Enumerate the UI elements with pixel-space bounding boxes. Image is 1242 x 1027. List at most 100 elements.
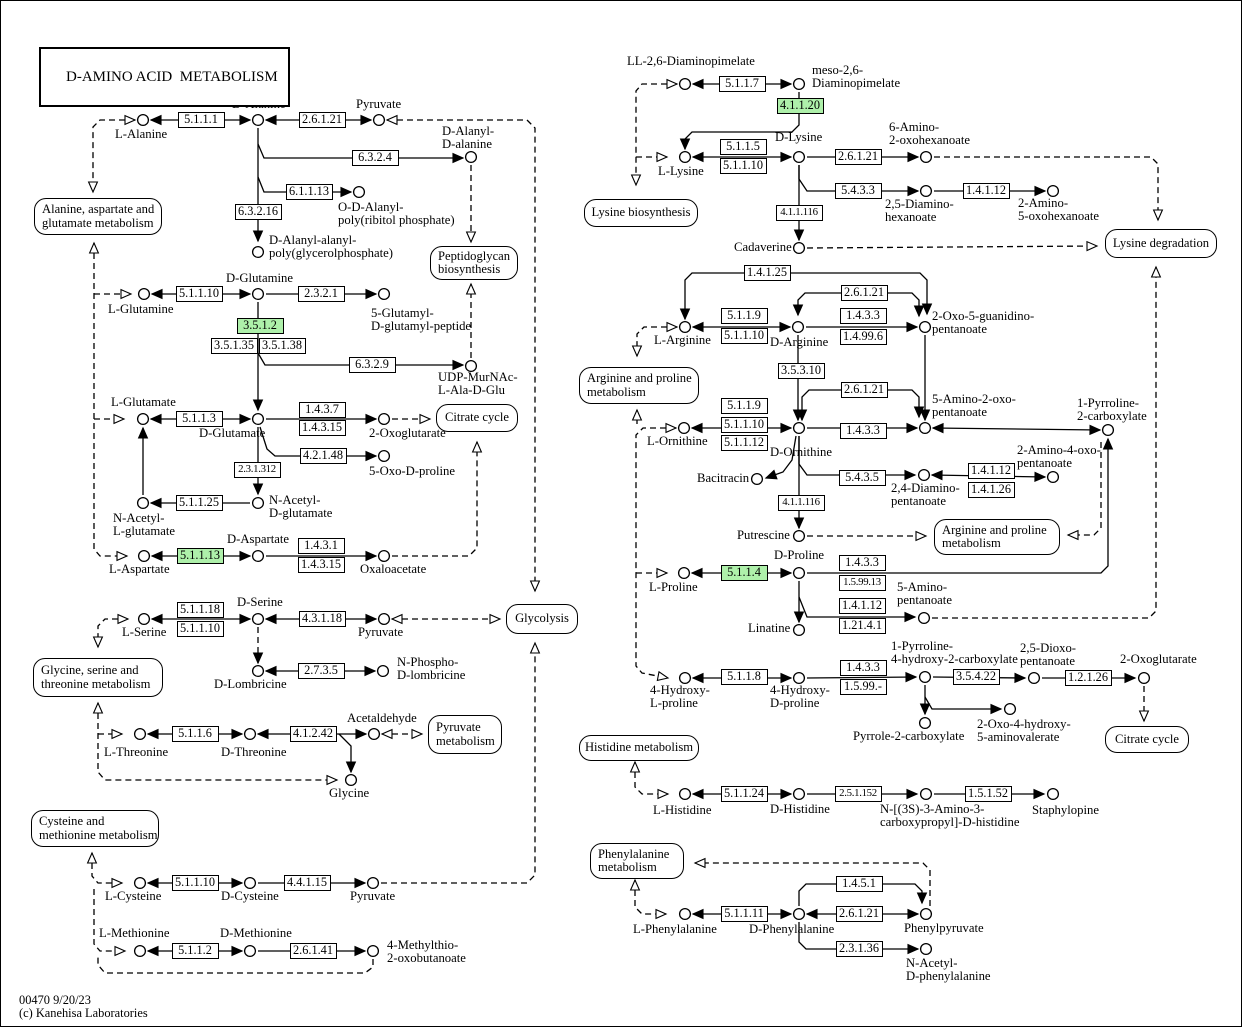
enzyme-box-5.1.1.10[interactable]: 5.1.1.10 (175, 286, 223, 302)
compound-node-l-ornithine[interactable]: L-Ornithine (677, 421, 691, 435)
enzyme-box-2.6.1.21[interactable]: 2.6.1.21 (840, 285, 888, 301)
compound-node-pyrrole-2-carboxylate[interactable]: Pyrrole-2-carboxylate (918, 716, 932, 730)
enzyme-box-5.1.1.3[interactable]: 5.1.1.3 (175, 411, 223, 427)
enzyme-box-1.4.3.7[interactable]: 1.4.3.7 (298, 402, 346, 418)
pathway-box-pyruvate-metabolism[interactable]: Pyruvate metabolism (428, 715, 502, 754)
enzyme-box-1.5.1.52[interactable]: 1.5.1.52 (964, 786, 1012, 802)
compound-node-2-oxoglutarate[interactable]: 2-Oxoglutarate (377, 412, 391, 426)
enzyme-box-3.5.3.10[interactable]: 3.5.3.10 (777, 363, 825, 379)
pathway-box-arginine-and-proline-metabolism[interactable]: Arginine and proline metabolism (934, 519, 1060, 555)
enzyme-box-4.4.1.15[interactable]: 4.4.1.15 (283, 875, 331, 891)
enzyme-box-4.1.1.116[interactable]: 4.1.1.116 (775, 205, 823, 221)
enzyme-box-5.1.1.5[interactable]: 5.1.1.5 (719, 139, 767, 155)
enzyme-box-1.4.5.1[interactable]: 1.4.5.1 (835, 876, 883, 892)
compound-node-l-phenylalanine[interactable]: L-Phenylalanine (678, 907, 692, 921)
compound-node-putrescine[interactable]: Putrescine (792, 529, 806, 543)
enzyme-box-4.1.2.42[interactable]: 4.1.2.42 (289, 726, 337, 742)
compound-node-acetaldehyde[interactable]: Acetaldehyde (367, 727, 381, 741)
enzyme-box-5.1.1.10[interactable]: 5.1.1.10 (719, 158, 767, 174)
compound-node-l-lysine[interactable]: L-Lysine (678, 150, 692, 164)
compound-node-l-threonine[interactable]: L-Threonine (133, 727, 147, 741)
compound-node-l-glutamate[interactable]: L-Glutamate (136, 412, 150, 426)
enzyme-box-3.5.1.35[interactable]: 3.5.1.35 (210, 338, 258, 354)
enzyme-box-1.4.3.3[interactable]: 1.4.3.3 (839, 423, 887, 439)
pathway-box-citrate-cycle[interactable]: Citrate cycle (1105, 726, 1189, 753)
compound-node-2-5-dioxopentanoate[interactable]: 2,5-Dioxopentanoate (1027, 671, 1041, 685)
enzyme-box-6.3.2.4[interactable]: 6.3.2.4 (351, 150, 399, 166)
pathway-box-histidine-metabolism[interactable]: Histidine metabolism (579, 735, 699, 761)
pathway-box-glycine-serine-and-threonine-metabolism[interactable]: Glycine, serine and threonine metabolism (33, 658, 163, 697)
compound-node-phenylpyruvate[interactable]: Phenylpyruvate (919, 907, 933, 921)
pathway-box-phenylalanine-metabolism[interactable]: Phenylalanine metabolism (590, 843, 684, 879)
enzyme-box-5.1.1.10[interactable]: 5.1.1.10 (720, 328, 768, 344)
enzyme-box-6.3.2.16[interactable]: 6.3.2.16 (234, 204, 282, 220)
enzyme-box-5.1.1.10[interactable]: 5.1.1.10 (176, 621, 224, 637)
compound-node-o-d-alanyl-poly-ribitol-phosphate[interactable]: O-D-Alanyl-poly(ribitol phosphate) (352, 185, 366, 199)
enzyme-box-3.5.4.22[interactable]: 3.5.4.22 (952, 669, 1000, 685)
compound-node-2-amino-5-oxohexanoate[interactable]: 2-Amino-5-oxohexanoate (1046, 184, 1060, 198)
compound-node-meso-2-6-diaminopimelate[interactable]: meso-2,6-Diaminopimelate (792, 77, 806, 91)
compound-node-cadaverine[interactable]: Cadaverine (792, 241, 806, 255)
compound-node-udp-murnac-l-ala-d-glu[interactable]: UDP-MurNAc-L-Ala-D-Glu (464, 359, 478, 373)
compound-node-4-methylthio-2-oxobutanoate[interactable]: 4-Methylthio-2-oxobutanoate (366, 944, 380, 958)
compound-node-l-histidine[interactable]: L-Histidine (678, 787, 692, 801)
compound-node-l-serine[interactable]: L-Serine (137, 612, 151, 626)
compound-node-d-glutamine[interactable]: D-Glutamine (251, 287, 265, 301)
compound-node-ll-2-6-diaminopimelate[interactable]: LL-2,6-Diaminopimelate (678, 77, 692, 91)
compound-node-2-5-diaminohexanoate[interactable]: 2,5-Diaminohexanoate (919, 184, 933, 198)
enzyme-box-4.2.1.48[interactable]: 4.2.1.48 (299, 448, 347, 464)
compound-node-linatine[interactable]: Linatine (792, 623, 806, 637)
compound-node-2-oxoglutarate[interactable]: 2-Oxoglutarate (1137, 671, 1151, 685)
enzyme-box-2.6.1.41[interactable]: 2.6.1.41 (289, 943, 337, 959)
compound-node-staphylopine[interactable]: Staphylopine (1046, 787, 1060, 801)
enzyme-box-5.1.1.13[interactable]: 5.1.1.13 (176, 548, 224, 564)
pathway-box-cysteine-and-methionine-metabolism[interactable]: Cysteine and methionine metabolism (31, 810, 159, 847)
compound-node-l-methionine[interactable]: L-Methionine (133, 944, 147, 958)
enzyme-box-2.3.2.1[interactable]: 2.3.2.1 (297, 286, 345, 302)
enzyme-box-5.4.3.5[interactable]: 5.4.3.5 (838, 470, 886, 486)
enzyme-box-5.1.1.8[interactable]: 5.1.1.8 (720, 669, 768, 685)
enzyme-box-2.6.1.21[interactable]: 2.6.1.21 (298, 112, 346, 128)
enzyme-box-2.6.1.21[interactable]: 2.6.1.21 (835, 906, 883, 922)
compound-node-pyruvate[interactable]: Pyruvate (366, 876, 380, 890)
enzyme-box-1.21.4.1[interactable]: 1.21.4.1 (838, 618, 886, 634)
compound-node-d-threonine[interactable]: D-Threonine (243, 727, 257, 741)
enzyme-box-4.1.1.20[interactable]: 4.1.1.20 (776, 98, 824, 114)
enzyme-box-5.1.1.1[interactable]: 5.1.1.1 (177, 112, 225, 128)
enzyme-box-1.5.99.13[interactable]: 1.5.99.13 (838, 575, 886, 591)
enzyme-box-3.5.1.2[interactable]: 3.5.1.2 (236, 318, 284, 334)
compound-node-bacitracin[interactable]: Bacitracin (750, 472, 764, 486)
compound-node-d-arginine[interactable]: D-Arginine (791, 320, 805, 334)
enzyme-box-5.1.1.25[interactable]: 5.1.1.25 (175, 495, 223, 511)
enzyme-box-1.4.1.26[interactable]: 1.4.1.26 (967, 482, 1015, 498)
enzyme-box-5.1.1.10[interactable]: 5.1.1.10 (720, 417, 768, 433)
compound-node-5-glutamyl-d-glutamyl-peptide[interactable]: 5-Glutamyl-D-glutamyl-peptide (377, 287, 391, 301)
pathway-box-glycolysis[interactable]: Glycolysis (506, 604, 578, 634)
compound-node-d-alanyl-alanyl-poly-glycerolphosphate[interactable]: D-Alanyl-alanyl-poly(glycerolphosphate) (251, 245, 265, 259)
enzyme-box-1.4.3.15[interactable]: 1.4.3.15 (297, 557, 345, 573)
compound-node-d-ornithine[interactable]: D-Ornithine (792, 421, 806, 435)
compound-node-2-oxo-5-guanidinopentanoate[interactable]: 2-Oxo-5-guanidinopentanoate (918, 320, 932, 334)
enzyme-box-5.1.1.24[interactable]: 5.1.1.24 (720, 786, 768, 802)
compound-node-1-pyrroline-2-carboxylate[interactable]: 1-Pyrroline-2-carboxylate (1101, 423, 1115, 437)
enzyme-box-1.4.1.12[interactable]: 1.4.1.12 (962, 183, 1010, 199)
enzyme-box-5.1.1.10[interactable]: 5.1.1.10 (171, 875, 219, 891)
enzyme-box-3.5.1.38[interactable]: 3.5.1.38 (258, 338, 306, 354)
enzyme-box-5.1.1.9[interactable]: 5.1.1.9 (720, 398, 768, 414)
compound-node-l-cysteine[interactable]: L-Cysteine (133, 876, 147, 890)
enzyme-box-1.4.3.1[interactable]: 1.4.3.1 (297, 538, 345, 554)
compound-node-oxaloacetate[interactable]: Oxaloacetate (377, 549, 391, 563)
enzyme-box-5.1.1.4[interactable]: 5.1.1.4 (720, 565, 768, 581)
compound-node-glycine[interactable]: Glycine (344, 773, 358, 787)
enzyme-box-1.4.3.15[interactable]: 1.4.3.15 (298, 420, 346, 436)
compound-node-4-hydroxy-l-proline[interactable]: 4-Hydroxy-L-proline (678, 671, 692, 685)
compound-node-2-oxo-4-hydroxy-5-aminovalerate[interactable]: 2-Oxo-4-hydroxy-5-aminovalerate (1003, 702, 1017, 716)
enzyme-box-2.6.1.21[interactable]: 2.6.1.21 (840, 382, 888, 398)
enzyme-box-1.4.1.25[interactable]: 1.4.1.25 (743, 265, 791, 281)
compound-node-5-oxo-d-proline[interactable]: 5-Oxo-D-proline (377, 449, 391, 463)
enzyme-box-5.1.1.6[interactable]: 5.1.1.6 (171, 726, 219, 742)
compound-node-d-methionine[interactable]: D-Methionine (243, 944, 257, 958)
compound-node-l-alanine[interactable]: L-Alanine (136, 113, 150, 127)
compound-node-5-aminopentanoate[interactable]: 5-Aminopentanoate (917, 611, 931, 625)
enzyme-box-1.4.1.12[interactable]: 1.4.1.12 (967, 463, 1015, 479)
